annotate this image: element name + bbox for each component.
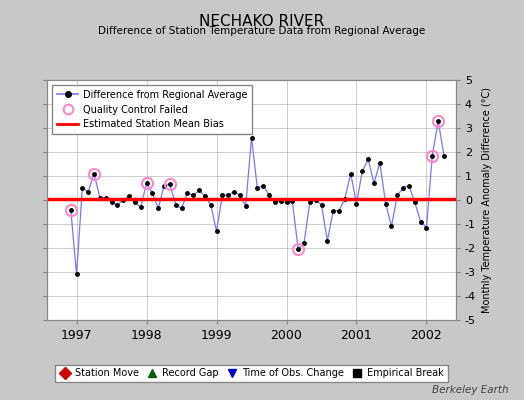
Y-axis label: Monthly Temperature Anomaly Difference (°C): Monthly Temperature Anomaly Difference (… xyxy=(482,87,492,313)
Text: Difference of Station Temperature Data from Regional Average: Difference of Station Temperature Data f… xyxy=(99,26,425,36)
Text: NECHAKO RIVER: NECHAKO RIVER xyxy=(199,14,325,29)
Legend: Station Move, Record Gap, Time of Obs. Change, Empirical Break: Station Move, Record Gap, Time of Obs. C… xyxy=(55,364,448,382)
Text: Berkeley Earth: Berkeley Earth xyxy=(432,385,508,395)
